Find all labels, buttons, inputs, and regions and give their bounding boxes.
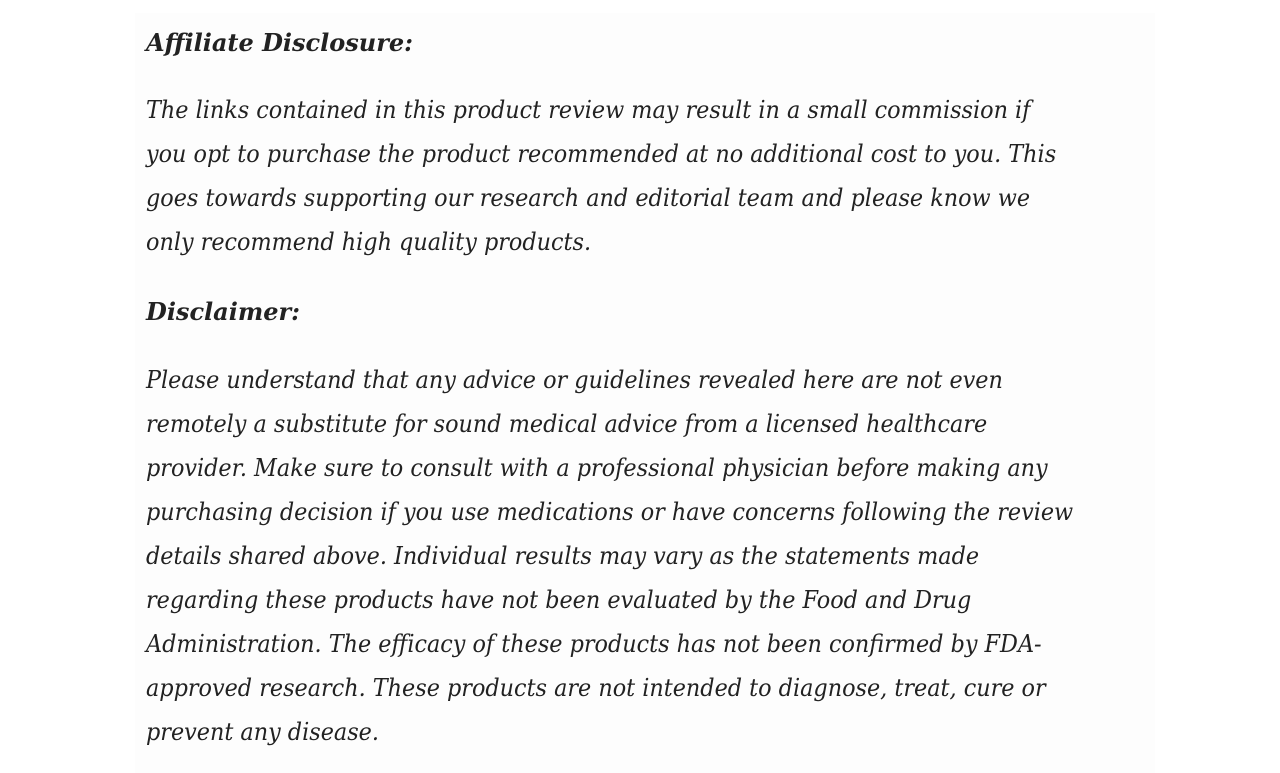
text-line: you opt to purchase the product recommen…: [146, 140, 1057, 168]
text-line: The links contained in this product revi…: [146, 96, 1031, 124]
affiliate-disclosure-text: The links contained in this product revi…: [146, 88, 1125, 264]
text-line: purchasing decision if you use medicatio…: [146, 498, 1074, 526]
affiliate-disclosure-heading: Affiliate Disclosure:: [146, 28, 413, 57]
text-line: goes towards supporting our research and…: [146, 184, 1031, 212]
text-line: Administration. The efficacy of these pr…: [146, 630, 1042, 658]
text-line: details shared above. Individual results…: [146, 542, 980, 570]
disclosure-panel: [135, 13, 1155, 773]
text-line: provider. Make sure to consult with a pr…: [146, 454, 1048, 482]
text-line: remotely a substitute for sound medical …: [146, 410, 988, 438]
text-line: only recommend high quality products.: [146, 228, 592, 256]
text-line: Please understand that any advice or gui…: [146, 366, 1003, 394]
disclaimer-heading: Disclaimer:: [146, 297, 301, 326]
text-line: approved research. These products are no…: [146, 674, 1046, 702]
text-line: regarding these products have not been e…: [146, 586, 972, 614]
disclaimer-text: Please understand that any advice or gui…: [146, 358, 1143, 754]
text-line: prevent any disease.: [146, 718, 379, 746]
